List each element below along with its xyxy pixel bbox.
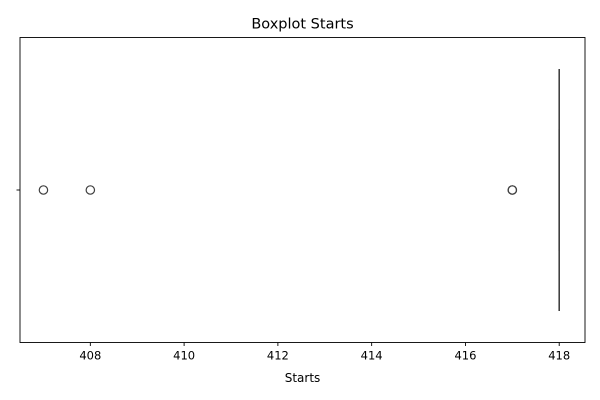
outlier-points <box>38 185 518 195</box>
outlier-point <box>38 185 49 195</box>
x-tick-label: 412 <box>267 349 289 363</box>
x-axis-label: Starts <box>285 371 321 385</box>
x-tick-label: 408 <box>79 349 101 363</box>
plot-area <box>19 37 586 343</box>
outlier-point <box>507 185 518 195</box>
x-axis-ticks: 408 410 412 414 416 418 <box>79 342 570 363</box>
x-tick-label: 414 <box>361 349 383 363</box>
x-tick-label: 418 <box>548 349 570 363</box>
x-tick-label: 416 <box>454 349 476 363</box>
chart-title: Boxplot Starts <box>251 17 353 33</box>
outlier-point <box>85 185 96 195</box>
x-tick-label: 410 <box>173 349 195 363</box>
